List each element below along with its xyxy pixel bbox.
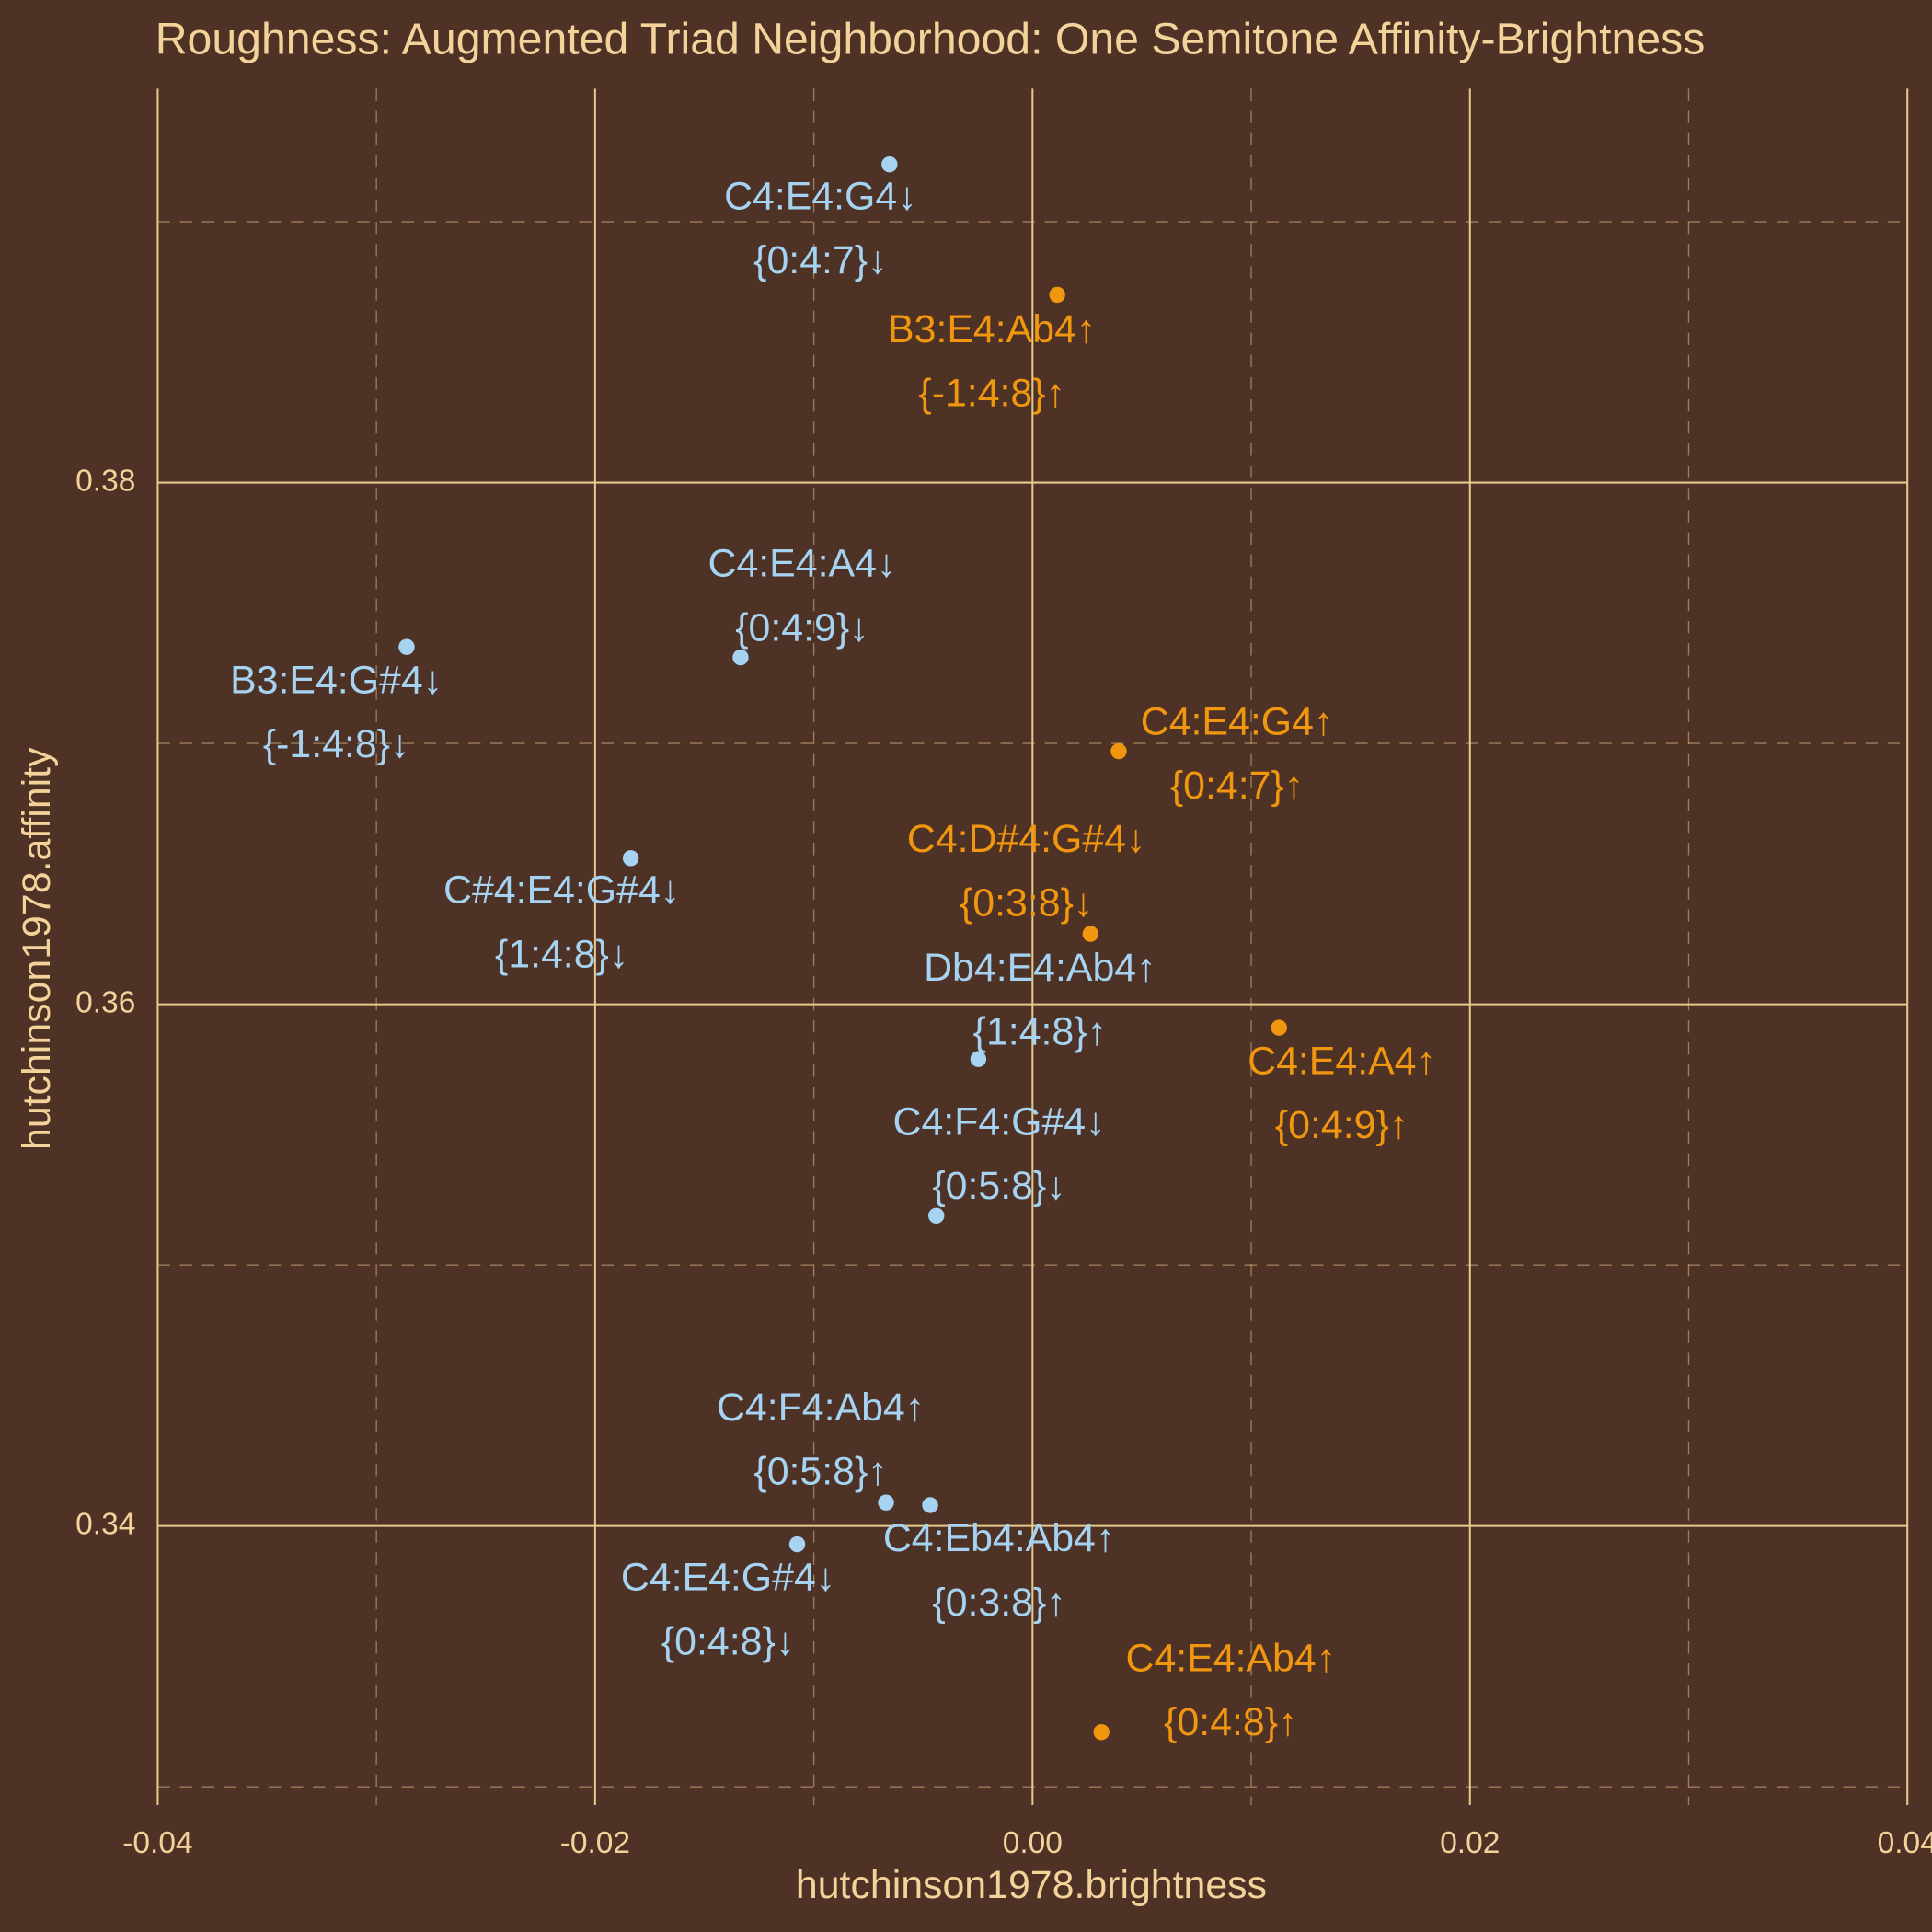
point-label: B3:E4:Ab4↑	[888, 307, 1096, 351]
point	[1271, 1019, 1287, 1036]
y-tick-label: 0.38	[75, 464, 135, 498]
point-set-label: {1:4:8}↑	[973, 1010, 1107, 1054]
point-set-label: {0:4:9}↑	[1275, 1103, 1409, 1147]
point-set-label: {0:3:8}↑	[932, 1581, 1065, 1625]
point	[970, 1051, 987, 1067]
point	[788, 1535, 806, 1553]
y-axis-label: hutchinson1978.affinity	[15, 747, 59, 1150]
point-label: B3:E4:G#4↓	[230, 658, 443, 702]
y-tick-label: 0.34	[75, 1508, 135, 1542]
point-label: C4:E4:A4↑	[1248, 1039, 1436, 1083]
point-set-label: {0:4:8}↑	[1164, 1700, 1297, 1744]
point	[928, 1207, 945, 1224]
point-label: C4:E4:G4↓	[724, 174, 917, 218]
point-label: C4:F4:Ab4↑	[717, 1386, 925, 1430]
point-set-label: {-1:4:8}↓	[263, 722, 410, 766]
point-set-label: {0:5:8}↓	[932, 1164, 1065, 1208]
point-set-label: {0:4:9}↓	[735, 605, 868, 650]
point	[1110, 742, 1127, 760]
point	[878, 1494, 894, 1511]
x-axis-label: hutchinson1978.brightness	[796, 1863, 1267, 1907]
point-label: Db4:E4:Ab4↑	[924, 946, 1156, 990]
point-label: C4:E4:G4↑	[1141, 699, 1334, 743]
point-set-label: {0:5:8}↑	[753, 1450, 887, 1494]
point-label: C4:E4:A4↓	[708, 542, 897, 586]
point-set-label: {-1:4:8}↑	[918, 372, 1065, 416]
point-label: C4:D#4:G#4↓	[907, 817, 1146, 861]
y-tick-label: 0.36	[75, 985, 135, 1019]
point-set-label: {0:4:7}↓	[753, 238, 887, 282]
point-set-label: {0:3:8}↓	[960, 881, 1093, 926]
point	[1093, 1723, 1110, 1741]
point-label: C4:Eb4:Ab4↑	[883, 1516, 1115, 1560]
point	[398, 638, 415, 655]
point-label: C4:F4:G#4↓	[893, 1099, 1106, 1144]
point-set-label: {0:4:7}↑	[1170, 764, 1304, 808]
x-tick-label: -0.04	[122, 1826, 192, 1860]
point-label: C4:E4:G#4↓	[621, 1556, 835, 1600]
chart-title: Roughness: Augmented Triad Neighborhood:…	[155, 14, 1706, 63]
x-tick-label: 0.00	[1003, 1826, 1063, 1860]
point	[732, 649, 749, 666]
point-set-label: {1:4:8}↓	[495, 932, 628, 976]
point-label: C#4:E4:G#4↓	[443, 868, 680, 913]
point-set-label: {0:4:8}↓	[661, 1619, 795, 1663]
x-tick-label: 0.04	[1878, 1826, 1932, 1860]
x-tick-label: 0.02	[1440, 1826, 1500, 1860]
point	[1049, 286, 1065, 304]
point	[1082, 926, 1099, 942]
x-tick-label: -0.02	[560, 1826, 630, 1860]
point	[622, 850, 639, 867]
point	[922, 1497, 938, 1513]
point-label: C4:E4:Ab4↑	[1126, 1636, 1337, 1680]
point	[881, 155, 898, 173]
